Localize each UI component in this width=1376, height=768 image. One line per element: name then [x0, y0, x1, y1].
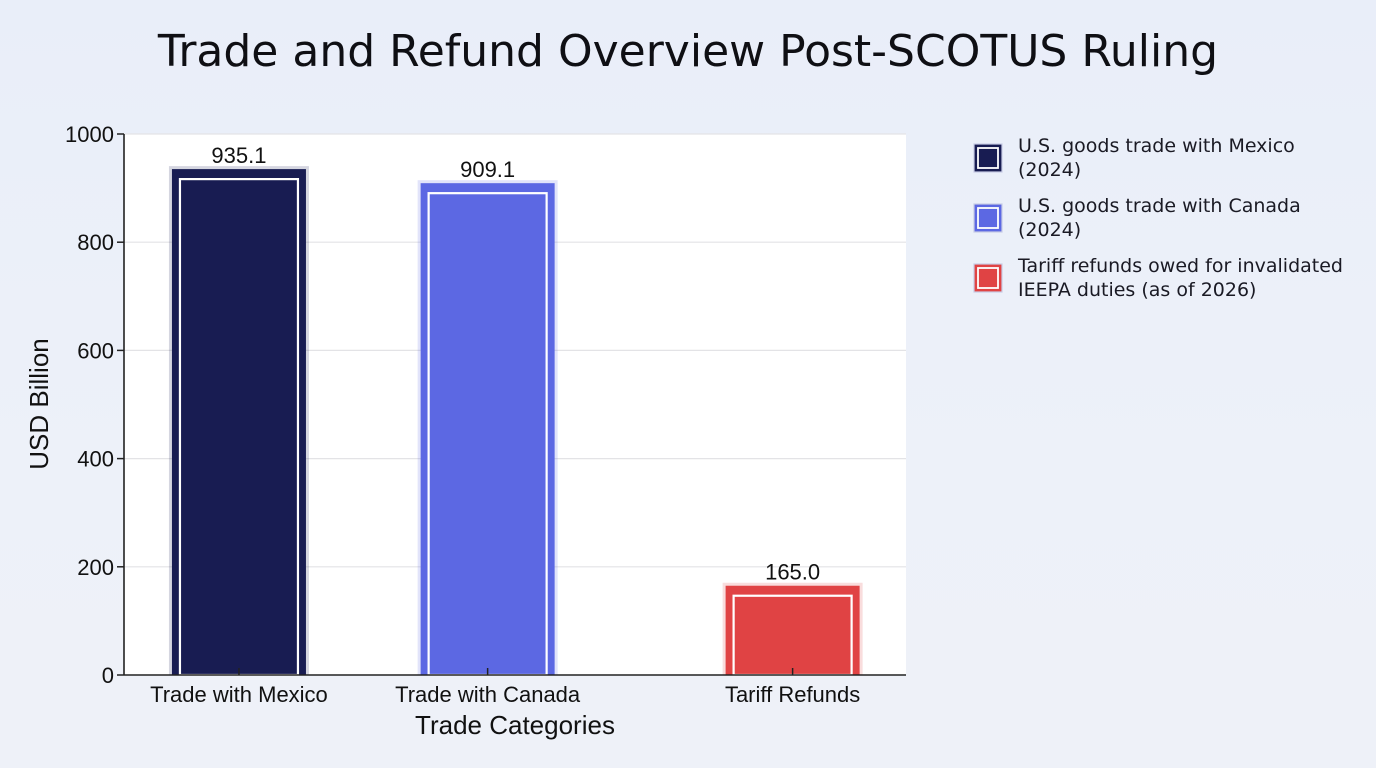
x-tick-label: Tariff Refunds: [725, 682, 860, 707]
legend-label: (2024): [1018, 219, 1081, 241]
legend-label: U.S. goods trade with Canada: [1018, 195, 1301, 217]
legend-swatch-inner: [977, 267, 999, 289]
legend: U.S. goods trade with Mexico(2024)U.S. g…: [973, 135, 1343, 301]
legend-label: U.S. goods trade with Mexico: [1018, 135, 1295, 157]
y-tick-label: 200: [77, 555, 114, 580]
bar: [171, 169, 306, 675]
x-axis-title: Trade Categories: [415, 710, 615, 740]
data-labels: 935.1 909.1 165.0: [211, 143, 820, 585]
y-tick-label: 800: [77, 230, 114, 255]
bars: [168, 166, 863, 677]
y-tick-label: 400: [77, 447, 114, 472]
x-tick-label: Trade with Mexico: [150, 682, 328, 707]
bar: [420, 183, 555, 676]
data-label: 909.1: [460, 157, 515, 182]
y-tick-label: 0: [102, 663, 114, 688]
axes: 0 200 400 600 800 1000 Trade with Mexico Trade …: [65, 122, 906, 707]
legend-label: Tariff refunds owed for invalidated: [1017, 255, 1343, 277]
x-tick-label: Trade with Canada: [395, 682, 581, 707]
y-axis-title: USD Billion: [24, 338, 54, 470]
bar: [725, 585, 860, 675]
data-label: 165.0: [765, 560, 820, 585]
legend-swatch-inner: [977, 207, 999, 229]
legend-label: IEEPA duties (as of 2026): [1018, 279, 1256, 301]
y-tick-label: 1000: [65, 122, 114, 147]
chart-title: Trade and Refund Overview Post-SCOTUS Ru…: [157, 26, 1218, 77]
legend-label: (2024): [1018, 159, 1081, 181]
legend-swatch-inner: [977, 147, 999, 169]
data-label: 935.1: [211, 143, 266, 168]
y-tick-label: 600: [77, 338, 114, 363]
